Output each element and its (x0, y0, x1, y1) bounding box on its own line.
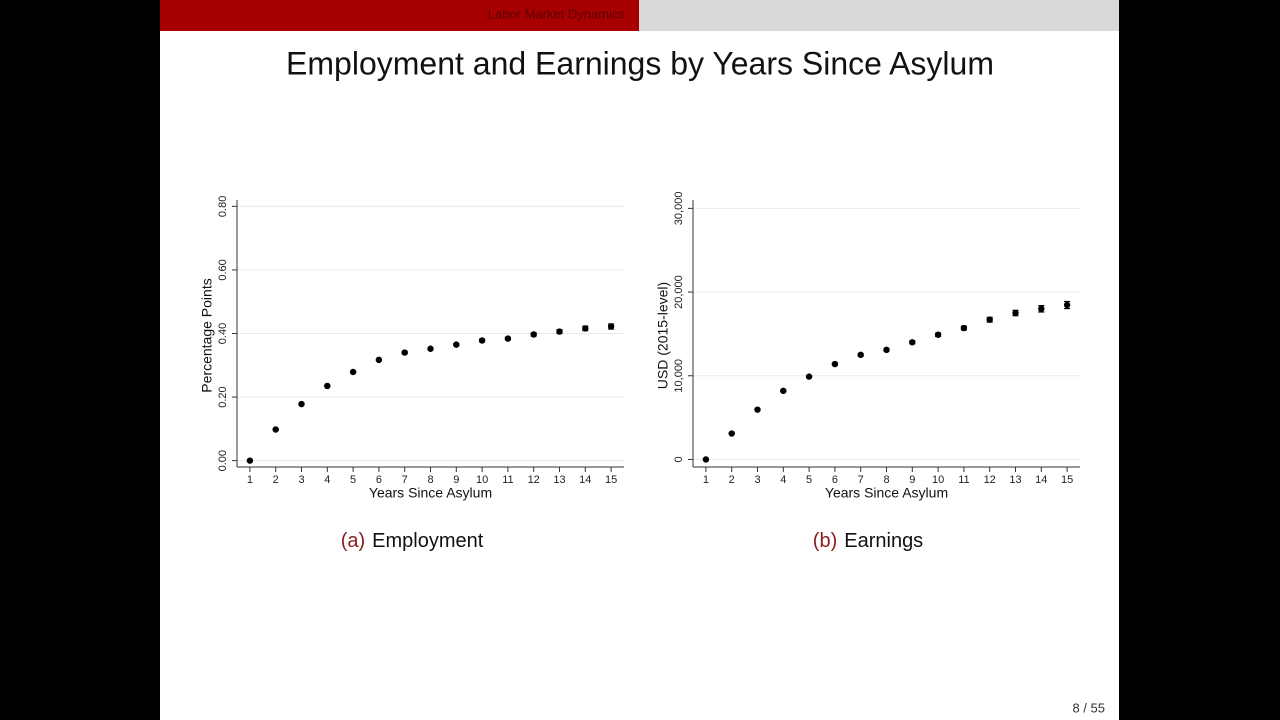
x-tick-label: 14 (579, 474, 591, 486)
point (401, 349, 408, 356)
point (556, 328, 563, 335)
point (857, 351, 864, 359)
x-tick-label: 1 (703, 474, 709, 486)
point (453, 341, 460, 348)
point (805, 373, 813, 380)
point (1012, 309, 1019, 317)
point (909, 339, 916, 346)
point (298, 400, 305, 408)
x-tick-label: 6 (376, 474, 382, 486)
y-tick-label: 0.00 (217, 450, 229, 471)
y-tick-label: 0.40 (217, 323, 229, 344)
x-tick-label: 10 (476, 474, 488, 486)
page-number: 8 / 55 (1072, 700, 1105, 715)
slide-title: Employment and Earnings by Years Since A… (286, 45, 994, 81)
header-text: Labor Market Dynamics (488, 6, 626, 21)
header-bar (160, 0, 639, 31)
point (986, 316, 993, 323)
x-tick-label: 7 (858, 474, 864, 486)
point (1038, 305, 1045, 313)
y-axis-title: USD (2015-level) (655, 282, 671, 389)
x-tick-label: 13 (1009, 474, 1021, 486)
caption-label: (a) (341, 530, 365, 552)
point (530, 331, 537, 338)
x-tick-label: 5 (806, 474, 812, 486)
x-tick-label: 10 (932, 474, 944, 486)
point (780, 387, 787, 395)
x-tick-label: 14 (1035, 474, 1047, 486)
point (934, 331, 942, 338)
y-tick-label: 0.20 (217, 386, 229, 407)
point (607, 323, 615, 330)
x-tick-label: 15 (605, 474, 617, 486)
point (960, 324, 968, 332)
x-tick-label: 7 (402, 474, 408, 486)
point (702, 456, 710, 463)
y-tick-label: 10,000 (673, 359, 685, 393)
x-tick-label: 2 (273, 474, 279, 486)
x-tick-label: 15 (1061, 474, 1073, 486)
x-tick-label: 6 (832, 474, 838, 486)
point (375, 356, 383, 364)
x-tick-label: 4 (780, 474, 786, 486)
point (831, 360, 839, 368)
header-bar-right (639, 0, 1119, 31)
x-tick-label: 8 (427, 474, 433, 486)
x-tick-label: 9 (909, 474, 915, 486)
x-tick-label: 3 (298, 474, 304, 486)
x-tick-label: 9 (453, 474, 459, 486)
y-tick-label: 0 (673, 456, 685, 462)
y-tick-label: 30,000 (673, 192, 685, 226)
x-tick-label: 13 (553, 474, 565, 486)
point (883, 346, 890, 354)
x-tick-label: 2 (729, 474, 735, 486)
x-tick-label: 3 (754, 474, 760, 486)
caption: (b) Earnings (813, 530, 923, 552)
y-tick-label: 20,000 (673, 275, 685, 309)
caption-text: Earnings (844, 530, 923, 552)
x-tick-label: 1 (247, 474, 253, 486)
caption-text: Employment (372, 530, 484, 552)
point (754, 406, 761, 413)
point (246, 457, 254, 464)
point (1063, 301, 1071, 309)
x-axis-title: Years Since Asylum (369, 485, 492, 501)
point (478, 337, 486, 344)
x-tick-label: 8 (883, 474, 889, 486)
slide-background (160, 0, 1119, 720)
x-axis-title: Years Since Asylum (825, 485, 948, 501)
point (349, 368, 357, 376)
x-tick-label: 12 (984, 474, 996, 486)
point (504, 335, 512, 342)
caption: (a) Employment (341, 530, 484, 552)
point (272, 426, 279, 433)
y-tick-label: 0.60 (217, 259, 229, 280)
x-tick-label: 12 (528, 474, 540, 486)
point (324, 382, 331, 390)
point (582, 325, 589, 332)
x-tick-label: 11 (958, 474, 969, 486)
y-axis-title: Percentage Points (199, 278, 215, 392)
x-tick-label: 4 (324, 474, 330, 486)
point (728, 430, 735, 437)
point (427, 345, 434, 352)
x-tick-label: 11 (502, 474, 513, 486)
y-tick-label: 0.80 (217, 196, 229, 217)
caption-label: (b) (813, 530, 837, 552)
x-tick-label: 5 (350, 474, 356, 486)
